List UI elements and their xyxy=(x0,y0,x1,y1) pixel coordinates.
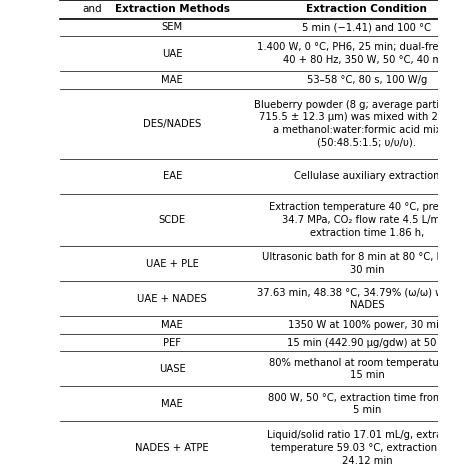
Text: NADES + ATPE: NADES + ATPE xyxy=(136,443,209,453)
Text: SCDE: SCDE xyxy=(159,215,186,225)
Text: MAE: MAE xyxy=(161,399,183,409)
Text: Extraction temperature 40 °C, pressure
34.7 MPa, CO₂ flow rate 4.5 L/min,
extrac: Extraction temperature 40 °C, pressure 3… xyxy=(269,202,465,238)
Text: MAE: MAE xyxy=(161,75,183,85)
Text: Blueberry powder (8 g; average particle size:
715.5 ± 12.3 μm) was mixed with 20: Blueberry powder (8 g; average particle … xyxy=(254,100,474,148)
Text: 37.63 min, 48.38 °C, 34.79% (ω/ω) water in
NADES: 37.63 min, 48.38 °C, 34.79% (ω/ω) water … xyxy=(257,287,474,310)
Text: MAE: MAE xyxy=(161,320,183,330)
Text: Ultrasonic bath for 8 min at 80 °C, PLE for
30 min: Ultrasonic bath for 8 min at 80 °C, PLE … xyxy=(262,253,472,275)
Text: Extraction Condition: Extraction Condition xyxy=(307,4,428,14)
Text: Liquid/solid ratio 17.01 mL/g, extraction
temperature 59.03 °C, extraction time
: Liquid/solid ratio 17.01 mL/g, extractio… xyxy=(267,430,467,465)
Text: UAE + PLE: UAE + PLE xyxy=(146,259,199,269)
Text: and: and xyxy=(83,4,102,14)
Text: UASE: UASE xyxy=(159,364,186,374)
Text: 15 min (442.90 μg/gdw) at 50 H: 15 min (442.90 μg/gdw) at 50 H xyxy=(287,337,447,347)
Text: 800 W, 50 °C, extraction time from 2 to
5 min: 800 W, 50 °C, extraction time from 2 to … xyxy=(268,392,465,415)
Text: UAE + NADES: UAE + NADES xyxy=(137,294,207,304)
Text: EAE: EAE xyxy=(163,171,182,181)
Text: Extraction Methods: Extraction Methods xyxy=(115,4,230,14)
Text: DES/NADES: DES/NADES xyxy=(143,118,201,129)
Text: 5 min (−1.41) and 100 °C: 5 min (−1.41) and 100 °C xyxy=(302,22,431,32)
Text: 1350 W at 100% power, 30 min: 1350 W at 100% power, 30 min xyxy=(288,320,446,330)
Text: 80% methanol at room temperature for
15 min: 80% methanol at room temperature for 15 … xyxy=(269,357,465,380)
Text: SEM: SEM xyxy=(162,22,183,32)
Text: PEF: PEF xyxy=(163,337,181,347)
Text: 1.400 W, 0 °C, PH6, 25 min; dual-frequency:
40 + 80 Hz, 350 W, 50 °C, 40 min: 1.400 W, 0 °C, PH6, 25 min; dual-frequen… xyxy=(256,42,474,65)
Text: Cellulase auxiliary extraction: Cellulase auxiliary extraction xyxy=(294,171,439,181)
Text: UAE: UAE xyxy=(162,49,182,59)
Text: 53–58 °C, 80 s, 100 W/g: 53–58 °C, 80 s, 100 W/g xyxy=(307,75,427,85)
